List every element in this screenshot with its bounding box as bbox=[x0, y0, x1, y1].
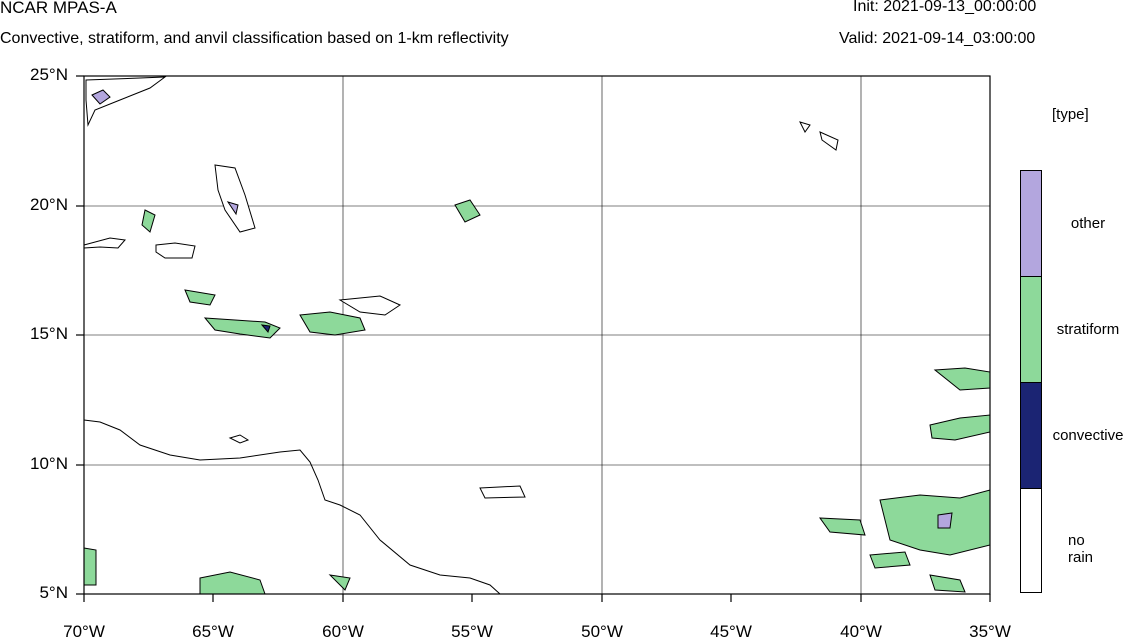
precip-area bbox=[479, 485, 526, 499]
colorbar-segment-other bbox=[1021, 171, 1041, 277]
legend-label-stratiform: stratiform bbox=[1056, 321, 1120, 338]
precip-area bbox=[85, 76, 167, 127]
model-title: NCAR MPAS-A bbox=[0, 0, 117, 17]
precip-area bbox=[83, 547, 97, 586]
precip-area bbox=[226, 201, 239, 216]
precip-area bbox=[184, 289, 216, 306]
precip-area bbox=[91, 89, 111, 105]
lat-label-25: 25°N bbox=[30, 65, 68, 84]
init-time: Init: 2021-09-13_00:00:00 bbox=[853, 0, 1037, 15]
precip-area bbox=[937, 512, 953, 529]
legend-label-no-rain: no rain bbox=[1068, 532, 1094, 566]
precip-area bbox=[328, 574, 351, 591]
precip-area bbox=[214, 164, 256, 233]
lon-label-50: 50°W bbox=[581, 622, 623, 641]
lon-label-40: 40°W bbox=[840, 622, 882, 641]
precip-area bbox=[799, 121, 811, 133]
precip-features bbox=[83, 76, 991, 595]
plot-description: Convective, stratiform, and anvil classi… bbox=[0, 30, 509, 47]
lon-label-65: 65°W bbox=[192, 622, 234, 641]
precip-area bbox=[299, 311, 366, 336]
colorbar-segment-convective bbox=[1021, 383, 1041, 489]
precip-area bbox=[141, 209, 156, 233]
lat-label-5: 5°N bbox=[39, 583, 68, 602]
legend-label-convective: convective bbox=[1052, 427, 1124, 444]
precip-area bbox=[454, 199, 481, 223]
precip-area bbox=[879, 489, 991, 556]
colorbar-segment-no-rain bbox=[1021, 489, 1041, 592]
precip-area bbox=[199, 571, 266, 595]
lon-label-35: 35°W bbox=[969, 622, 1011, 641]
precip-area bbox=[260, 324, 271, 333]
precip-area bbox=[818, 517, 866, 536]
axis-ticks bbox=[76, 75, 991, 602]
lat-label-20: 20°N bbox=[30, 195, 68, 214]
lat-label-15: 15°N bbox=[30, 324, 68, 343]
trinidad-coast bbox=[228, 434, 250, 444]
lon-label-55: 55°W bbox=[451, 622, 493, 641]
legend-label-other: other bbox=[1070, 215, 1106, 232]
lat-label-10: 10°N bbox=[30, 454, 68, 473]
lon-label-70: 70°W bbox=[63, 622, 105, 641]
valid-time: Valid: 2021-09-14_03:00:00 bbox=[839, 30, 1036, 47]
island-coast bbox=[83, 237, 126, 249]
category-colorbar bbox=[1020, 170, 1042, 593]
lon-label-60: 60°W bbox=[322, 622, 364, 641]
precip-area bbox=[929, 574, 966, 593]
island-coast bbox=[155, 242, 196, 259]
precip-area bbox=[338, 295, 402, 316]
precip-area bbox=[933, 367, 991, 391]
south-america-coastline bbox=[83, 419, 501, 595]
precip-area bbox=[869, 551, 911, 569]
precip-area bbox=[819, 131, 839, 151]
graticule bbox=[84, 76, 990, 594]
precip-area bbox=[203, 317, 281, 339]
lon-label-45: 45°W bbox=[710, 622, 752, 641]
colorbar-segment-stratiform bbox=[1021, 277, 1041, 383]
legend-title: [type] bbox=[1052, 106, 1089, 123]
precip-area bbox=[929, 414, 991, 441]
